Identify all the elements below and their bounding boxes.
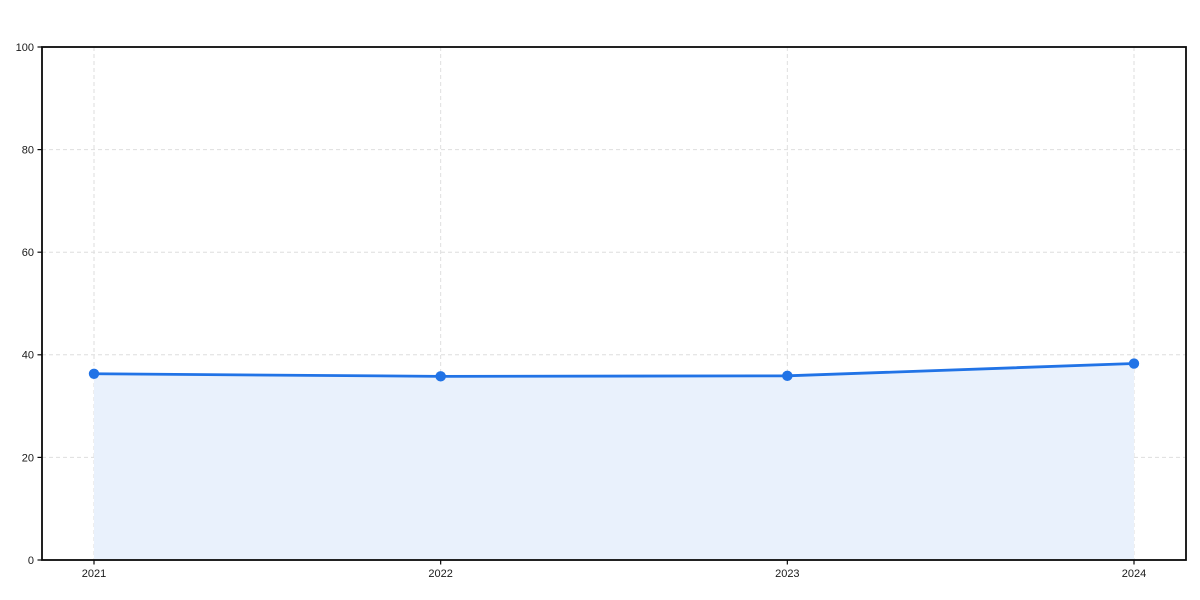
y-tick-label: 80 (22, 144, 34, 156)
x-tick-label: 2023 (775, 568, 799, 580)
data-point-2023 (782, 370, 793, 382)
y-tick-label: 100 (16, 42, 34, 54)
data-point-2022 (435, 371, 446, 382)
data-point-2024 (1128, 358, 1140, 369)
x-tick-label: 2024 (1122, 568, 1146, 580)
y-tick-label: 20 (22, 452, 34, 464)
data-point-2021 (88, 368, 100, 379)
plot-frame (41, 46, 1187, 561)
area-fill (94, 363, 1134, 560)
y-tick-label: 40 (22, 350, 34, 362)
y-tick-label: 0 (28, 555, 34, 567)
x-tick-label: 2021 (82, 568, 106, 580)
y-tick-label: 60 (22, 247, 34, 259)
x-tick-label: 2022 (428, 568, 452, 580)
trend-line (92, 362, 1136, 378)
